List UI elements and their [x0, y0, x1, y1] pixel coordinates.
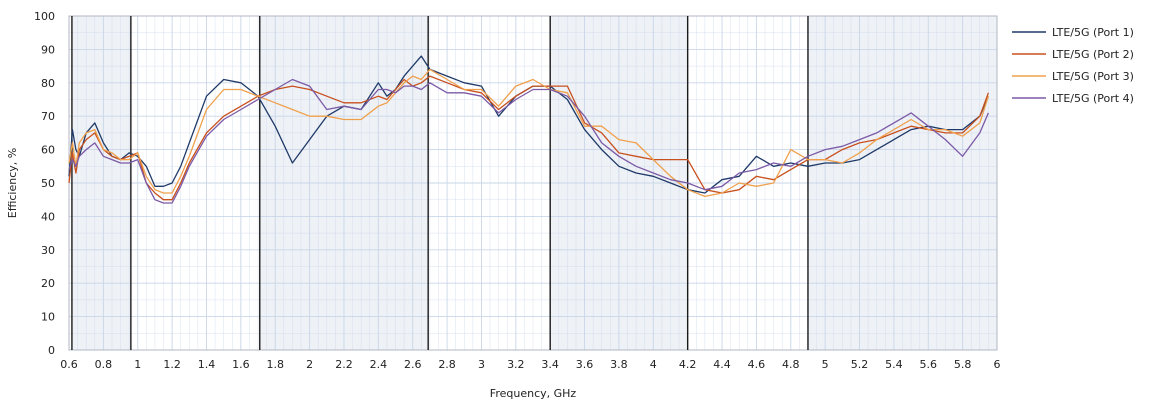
x-tick-label: 1.6: [232, 358, 250, 371]
x-tick-label: 0.6: [60, 358, 78, 371]
x-tick-label: 3.6: [576, 358, 594, 371]
x-tick-label: 1.2: [163, 358, 181, 371]
legend-label: LTE/5G (Port 2): [1052, 48, 1134, 61]
x-tick-label: 3: [478, 358, 485, 371]
x-tick-label: 4.8: [782, 358, 800, 371]
y-tick-label: 60: [41, 144, 55, 157]
x-tick-label: 5.8: [954, 358, 972, 371]
x-tick-label: 2.8: [438, 358, 456, 371]
x-tick-label: 5.6: [920, 358, 938, 371]
legend-label: LTE/5G (Port 1): [1052, 26, 1134, 39]
x-tick-label: 5.4: [885, 358, 903, 371]
x-tick-label: 2.4: [370, 358, 388, 371]
x-axis-title: Frequency, GHz: [490, 387, 577, 400]
x-tick-label: 4.4: [713, 358, 731, 371]
x-tick-label: 5: [822, 358, 829, 371]
y-tick-label: 20: [41, 277, 55, 290]
x-tick-label: 1: [134, 358, 141, 371]
y-tick-label: 30: [41, 244, 55, 257]
x-tick-label: 6: [994, 358, 1001, 371]
y-tick-label: 0: [48, 344, 55, 357]
y-tick-label: 40: [41, 210, 55, 223]
y-tick-label: 10: [41, 311, 55, 324]
x-tick-label: 3.8: [610, 358, 628, 371]
x-tick-label: 4.6: [748, 358, 766, 371]
y-axis-title: Efficiency, %: [6, 148, 19, 218]
grid-lines: [68, 15, 998, 351]
y-tick-label: 70: [41, 110, 55, 123]
x-tick-label: 1.8: [266, 358, 284, 371]
y-tick-label: 90: [41, 43, 55, 56]
x-tick-label: 2: [306, 358, 313, 371]
x-tick-label: 3.4: [541, 358, 559, 371]
y-tick-label: 100: [34, 10, 55, 23]
legend: LTE/5G (Port 1) LTE/5G (Port 2) LTE/5G (Po…: [1012, 26, 1134, 105]
series-line: [68, 68, 990, 198]
x-tick-label: 2.2: [335, 358, 353, 371]
legend-label: LTE/5G (Port 3): [1052, 70, 1134, 83]
y-tick-label: 80: [41, 77, 55, 90]
x-tick-label: 2.6: [404, 358, 422, 371]
x-tick-label: 5.2: [851, 358, 869, 371]
x-tick-label: 3.2: [507, 358, 525, 371]
series-line: [68, 78, 989, 204]
x-tick-label: 4.2: [679, 358, 697, 371]
legend-label: LTE/5G (Port 4): [1052, 92, 1134, 105]
x-tick-label: 4: [650, 358, 657, 371]
y-tick-label: 50: [41, 177, 55, 190]
x-tick-label: 0.8: [95, 358, 113, 371]
x-tick-label: 1.4: [198, 358, 216, 371]
